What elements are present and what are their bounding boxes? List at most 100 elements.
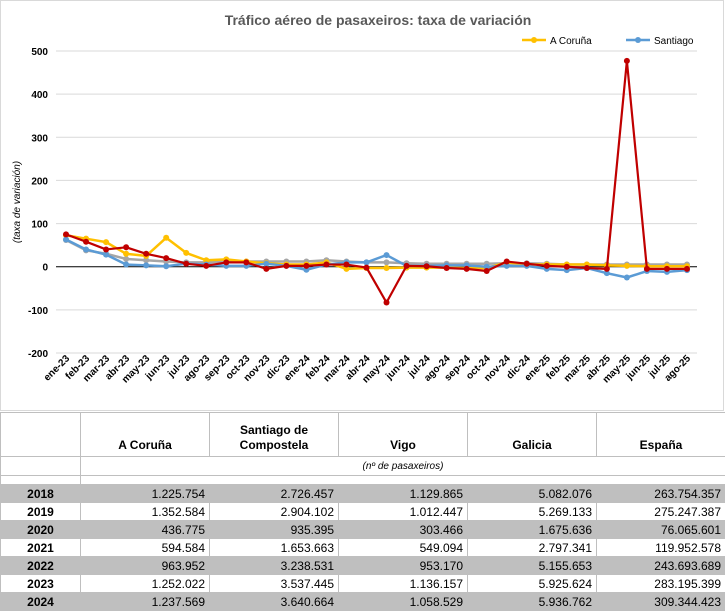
y-tick-label: 0: [42, 263, 48, 274]
data-table: A Coruña Santiago de Compostela Vigo Galici…: [0, 412, 725, 611]
data-point: [223, 259, 230, 266]
series-unlabeled-2: [63, 57, 690, 306]
data-point: [283, 262, 290, 269]
data-point: [563, 263, 570, 270]
data-point: [363, 264, 370, 271]
data-point: [123, 250, 130, 257]
value-cell: 5.925.624: [467, 574, 597, 593]
data-point: [483, 268, 490, 275]
data-point: [603, 265, 610, 272]
data-point: [63, 236, 70, 243]
data-point: [383, 252, 390, 259]
data-point: [623, 262, 630, 269]
empty-cell: [80, 475, 725, 485]
value-cell: 3.537.445: [209, 574, 339, 593]
legend-swatch-marker: [531, 37, 537, 43]
table-row: 2019 1.352.584 2.904.102 1.012.447 5.269.133…: [0, 502, 725, 521]
unit-note: (nº de pasaxeiros): [80, 456, 725, 476]
column-header: A Coruña: [80, 412, 210, 457]
table-unit-row: (nº de pasaxeiros): [0, 456, 725, 476]
data-point: [523, 260, 530, 267]
data-point: [83, 238, 90, 245]
value-cell: 5.082.076: [467, 484, 597, 503]
data-point: [63, 231, 70, 238]
data-point: [83, 246, 90, 253]
value-cell: 549.094: [338, 538, 468, 557]
value-cell: 2.904.102: [209, 502, 339, 521]
data-point: [103, 239, 110, 246]
value-cell: 309.344.423: [596, 592, 725, 611]
value-cell: 1.352.584: [80, 502, 210, 521]
data-point: [383, 265, 390, 272]
year-cell: 2020: [0, 520, 81, 539]
value-cell: 5.269.133: [467, 502, 597, 521]
column-header: Vigo: [338, 412, 468, 457]
value-cell: 953.170: [338, 556, 468, 575]
value-cell: 303.466: [338, 520, 468, 539]
value-cell: 119.952.578: [596, 538, 725, 557]
data-point: [503, 258, 510, 265]
column-header: Galicia: [467, 412, 597, 457]
empty-cell: [0, 475, 81, 485]
data-point: [123, 244, 130, 251]
value-cell: 594.584: [80, 538, 210, 557]
y-tick-label: -200: [28, 349, 48, 360]
column-header: Santiago de Compostela: [209, 412, 339, 457]
data-point: [623, 57, 630, 64]
table-row: 2021 594.584 1.653.663 549.094 2.797.341 119.…: [0, 538, 725, 557]
value-cell: 1.653.663: [209, 538, 339, 557]
y-tick-label: 200: [31, 176, 48, 187]
data-point: [663, 265, 670, 272]
y-tick-label: 500: [31, 47, 48, 58]
data-point: [583, 265, 590, 272]
y-tick-label: -100: [28, 306, 48, 317]
data-point: [103, 251, 110, 258]
data-point: [243, 259, 250, 266]
data-point: [303, 262, 310, 269]
value-cell: 5.936.762: [467, 592, 597, 611]
data-point: [483, 263, 490, 270]
data-point: [263, 265, 270, 272]
value-cell: 2.797.341: [467, 538, 597, 557]
data-point: [503, 262, 510, 269]
data-point: [363, 259, 370, 266]
data-point: [103, 246, 110, 253]
data-point: [463, 265, 470, 272]
data-point: [143, 250, 150, 257]
value-cell: 1.237.569: [80, 592, 210, 611]
value-cell: 76.065.601: [596, 520, 725, 539]
legend-swatch-marker: [635, 37, 641, 43]
y-tick-label: 100: [31, 220, 48, 231]
data-point: [123, 255, 130, 262]
value-cell: 1.129.865: [338, 484, 468, 503]
value-cell: 1.136.157: [338, 574, 468, 593]
data-point: [163, 263, 170, 270]
y-tick-label: 300: [31, 133, 48, 144]
table-row: 2018 1.225.754 2.726.457 1.129.865 5.082.076…: [0, 484, 725, 503]
value-cell: 1.252.022: [80, 574, 210, 593]
chart-title: Tráfico aéreo de pasaxeiros: taxa de var…: [225, 12, 532, 28]
data-point: [343, 265, 350, 272]
year-cell: 2023: [0, 574, 81, 593]
data-point: [123, 261, 130, 268]
value-cell: 436.775: [80, 520, 210, 539]
series-line: [65, 59, 687, 304]
data-point: [643, 265, 650, 272]
data-point: [163, 255, 170, 262]
data-point: [403, 262, 410, 269]
table-row: 2022 963.952 3.238.531 953.170 5.155.653 243.…: [0, 556, 725, 575]
value-cell: 935.395: [209, 520, 339, 539]
series-line: [65, 233, 687, 271]
value-cell: 963.952: [80, 556, 210, 575]
legend-label: Santiago: [654, 36, 694, 47]
chart-area: Tráfico aéreo de pasaxeiros: taxa de var…: [0, 0, 724, 411]
data-point: [203, 257, 210, 264]
header-corner-cell: [0, 412, 81, 457]
year-cell: 2024: [0, 592, 81, 611]
data-point: [383, 299, 390, 306]
empty-cell: [0, 456, 81, 476]
value-cell: 275.247.387: [596, 502, 725, 521]
value-cell: 263.754.357: [596, 484, 725, 503]
data-point: [323, 261, 330, 268]
data-point: [183, 249, 190, 256]
